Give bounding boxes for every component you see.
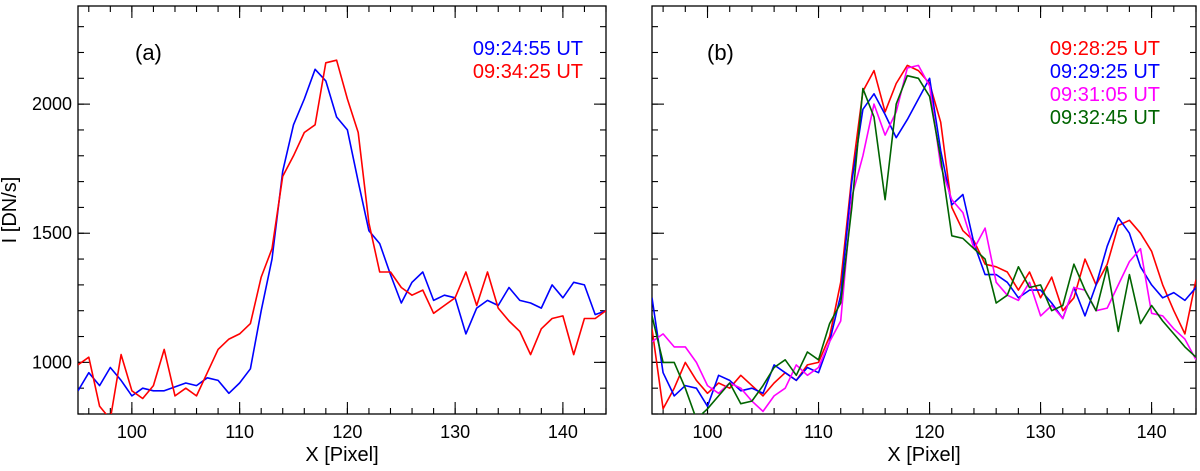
- legend-entry: 09:34:25 UT: [473, 61, 583, 83]
- x-tick-label: 130: [440, 422, 470, 442]
- panel-b-tick-labels: 100 110 120 130 140: [692, 422, 1166, 442]
- panel-b-series-group: [652, 64, 1196, 414]
- panel-a-frame: [77, 5, 607, 415]
- panel-a-y-axis-label: I [DN/s]: [0, 177, 21, 244]
- panel-a-tick-labels: 100 110 120 130 140 1000 1500 2000: [32, 94, 578, 442]
- panel-a-series-group: [78, 59, 606, 414]
- x-tick-label: 130: [1026, 422, 1056, 442]
- legend-entry: 09:32:45 UT: [1050, 107, 1160, 129]
- legend-entry: 09:29:25 UT: [1050, 61, 1160, 83]
- legend-entry: 09:28:25 UT: [1050, 38, 1160, 60]
- x-tick-label: 100: [692, 422, 722, 442]
- panel-b-x-axis-label: X [Pixel]: [887, 444, 960, 466]
- series-line-093105: [652, 64, 1196, 413]
- y-tick-label: 1500: [32, 223, 72, 243]
- y-tick-label: 2000: [32, 94, 72, 114]
- series-line-093245: [652, 74, 1196, 414]
- x-tick-label: 120: [332, 422, 362, 442]
- x-tick-label: 120: [915, 422, 945, 442]
- y-tick-label: 1000: [32, 352, 72, 372]
- panel-a-ticks: [78, 6, 607, 415]
- series-line-092455: [78, 68, 606, 397]
- x-tick-label: 110: [804, 422, 833, 442]
- x-tick-label: 110: [225, 422, 254, 442]
- panel-b-label: (b): [707, 40, 734, 65]
- x-tick-label: 140: [548, 422, 578, 442]
- panel-a: 100 110 120 130 140 1000 1500 2000 (a) 09:24:55…: [0, 5, 607, 466]
- panel-a-label: (a): [135, 40, 162, 65]
- x-tick-label: 140: [1137, 422, 1167, 442]
- legend-entry: 09:24:55 UT: [473, 38, 583, 60]
- panel-b-frame: [651, 5, 1197, 415]
- series-line-093425: [78, 59, 606, 414]
- x-tick-label: 100: [117, 422, 147, 442]
- panel-a-x-axis-label: X [Pixel]: [305, 444, 378, 466]
- panel-b: 100 110 120 130 140 (b) 09:28:25 UT09:29:25 …: [651, 5, 1197, 466]
- panel-b-ticks: [652, 6, 1197, 415]
- legend-entry: 09:31:05 UT: [1050, 84, 1160, 106]
